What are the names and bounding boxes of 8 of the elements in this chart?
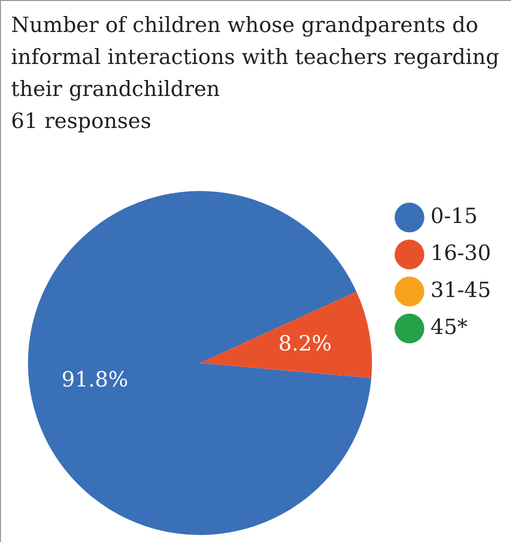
legend-label: 45* <box>430 314 468 339</box>
legend-label: 31-45 <box>430 278 492 302</box>
legend-label: 16-30 <box>430 240 492 265</box>
legend-label: 0-15 <box>430 204 478 228</box>
chart-subtitle: 61 responses <box>11 108 152 135</box>
data-label: 91.8% <box>62 368 128 392</box>
data-label: 8.2% <box>278 331 332 356</box>
chart-title: Number of children whose grandparents do informal interactions with teachers regarding their grandchildren <box>11 12 500 103</box>
